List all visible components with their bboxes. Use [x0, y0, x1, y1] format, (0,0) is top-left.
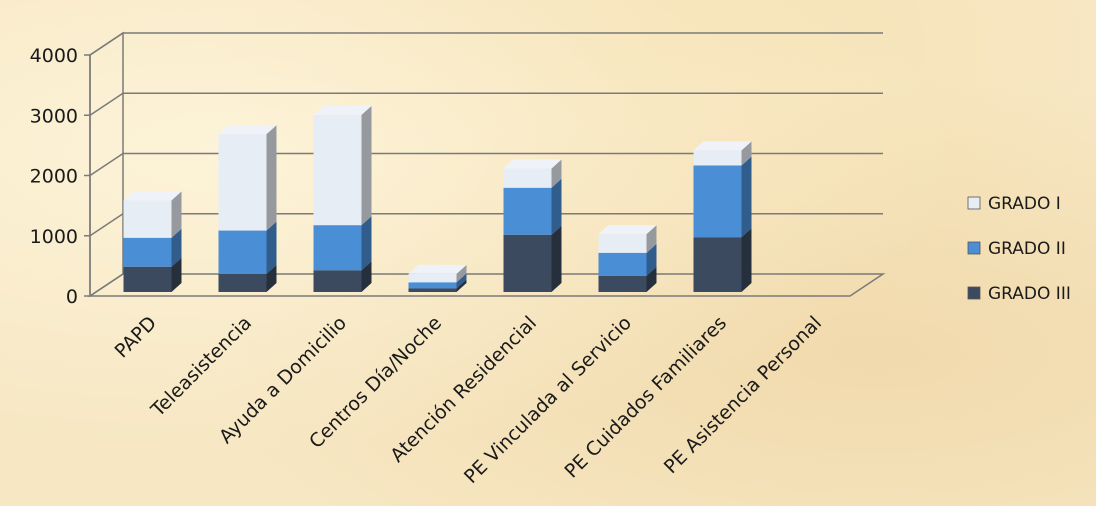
bar-segment [313, 105, 372, 226]
bar-front [313, 225, 362, 271]
legend-item: GRADO I [967, 194, 1061, 214]
bar-segment [503, 159, 562, 188]
bar-front [218, 230, 267, 274]
x-tick-label: PAPD [111, 312, 161, 362]
bar-segment [408, 264, 467, 283]
bar-segment [693, 141, 752, 166]
x-tick-label: PE Asistencia Personal [660, 312, 826, 478]
y-axis-ticks: 0 1000 2000 3000 4000 [30, 45, 91, 308]
bar-top [503, 159, 562, 169]
legend: GRADO I GRADO II GRADO III [967, 194, 1071, 304]
legend-label: GRADO I [988, 194, 1061, 214]
legend-item: GRADO III [967, 284, 1071, 304]
x-tick-label: Teleasistencia [146, 312, 256, 422]
bar-side [361, 216, 372, 271]
gridline [89, 213, 883, 237]
bar-side [741, 141, 752, 166]
bar-front [408, 288, 457, 292]
bar-side [741, 156, 752, 238]
bar-side [646, 225, 657, 253]
chart-walls [87, 31, 886, 298]
legend-label: GRADO III [988, 284, 1071, 304]
gridline [89, 92, 883, 116]
y-tick-label: 1000 [30, 226, 78, 248]
bar-front [693, 150, 742, 166]
bar-side [646, 243, 657, 276]
bar-top [123, 191, 182, 201]
legend-label: GRADO II [988, 239, 1066, 259]
bar-side [266, 221, 277, 274]
bar-side [551, 178, 562, 235]
floor [87, 273, 886, 297]
bar-front [503, 234, 552, 292]
y-tick-label: 0 [66, 286, 78, 308]
bar-side [171, 257, 182, 292]
bar-front [218, 273, 267, 292]
x-tick-label: PE Vinculada al Servicio [460, 312, 636, 488]
bar-front [598, 234, 647, 253]
bar-front [313, 270, 362, 292]
bar-front [693, 237, 742, 292]
bar-side [456, 279, 467, 292]
bar-front [313, 114, 362, 226]
bar-segment [218, 125, 277, 231]
bar-front [408, 273, 457, 283]
legend-item: GRADO II [967, 239, 1066, 259]
bar-front [503, 187, 552, 235]
gridline [89, 152, 883, 177]
bar-segment [693, 228, 752, 292]
legend-swatch [967, 196, 981, 210]
bar-front [598, 275, 647, 292]
bar-side [741, 228, 752, 292]
bar-side [456, 264, 467, 283]
bar-front [408, 282, 457, 289]
bar-side [171, 228, 182, 267]
bar-side [646, 266, 657, 292]
bar-top [218, 125, 277, 135]
bar-top [313, 105, 372, 115]
bar-front [123, 237, 172, 267]
bars [123, 105, 752, 292]
legend-swatch [967, 241, 981, 255]
bar-front [598, 252, 647, 276]
bar-front [218, 134, 267, 231]
bar-front [503, 168, 552, 188]
bar-front [693, 165, 742, 238]
bar-segment [503, 225, 562, 292]
bar-front [123, 200, 172, 238]
bar-side [551, 225, 562, 292]
bar-top [693, 141, 752, 151]
y-tick-label: 3000 [30, 105, 78, 127]
bar-segment [123, 191, 182, 238]
bar-side [266, 264, 277, 292]
bar-side [551, 159, 562, 188]
gridlines [89, 32, 883, 237]
bar-side [361, 105, 372, 226]
x-tick-label: PE Cuidados Familiares [560, 312, 731, 483]
bar-top [598, 225, 657, 235]
y-tick-label: 4000 [30, 45, 78, 67]
bar-top [408, 264, 467, 274]
bar-side [361, 261, 372, 292]
bar-segment [598, 225, 657, 253]
gridline [89, 32, 883, 56]
bar-side [171, 191, 182, 238]
bar-side [456, 273, 467, 289]
bar-front [123, 266, 172, 292]
legend-swatch [967, 286, 981, 300]
y-tick-label: 2000 [30, 166, 78, 188]
bar-segment [693, 156, 752, 238]
bar-side [266, 125, 277, 231]
